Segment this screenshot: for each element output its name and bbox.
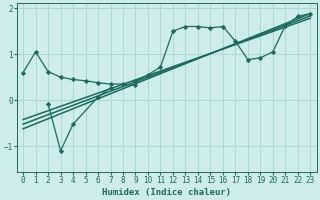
X-axis label: Humidex (Indice chaleur): Humidex (Indice chaleur) — [102, 188, 231, 197]
